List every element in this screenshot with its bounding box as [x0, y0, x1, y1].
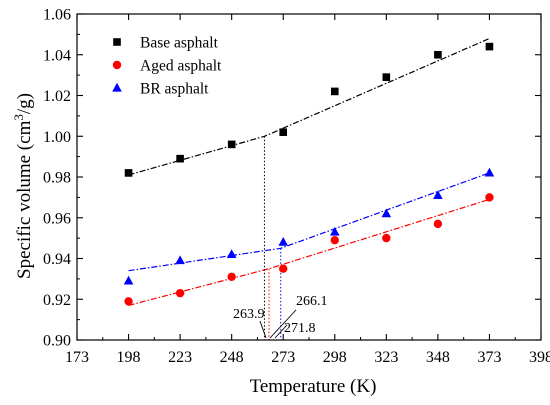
- x-tick-label: 298: [323, 349, 347, 366]
- transition-drop-lines: [263, 136, 282, 340]
- legend-label: Base asphalt: [140, 35, 219, 52]
- data-point: [175, 255, 185, 265]
- transition-label: 263.9: [233, 307, 265, 322]
- legend-marker: [112, 60, 122, 70]
- y-axis-title-end: /g): [14, 93, 35, 114]
- legend-label: BR asphalt: [140, 81, 209, 98]
- data-point: [381, 208, 392, 218]
- legend: Base asphalt Aged asphalt BR asphalt: [112, 35, 222, 98]
- data-point: [433, 190, 443, 199]
- data-point: [330, 87, 339, 96]
- y-axis-title-superscript: 3: [11, 114, 26, 121]
- data-markers: [123, 42, 495, 306]
- data-point: [433, 219, 443, 229]
- legend-marker: [113, 38, 121, 46]
- data-point: [279, 128, 288, 136]
- y-tick-label: 0.96: [43, 210, 71, 227]
- transition-label: 266.1: [296, 294, 328, 309]
- data-point: [484, 167, 495, 177]
- y-tick-label: 0.98: [43, 170, 71, 187]
- data-point: [175, 288, 185, 298]
- x-axis-title: Temperature (K): [250, 376, 377, 397]
- x-tick-label: 398: [529, 349, 550, 366]
- data-point: [227, 272, 236, 282]
- x-tick-label: 273: [271, 349, 295, 366]
- y-tick-label: 1.02: [43, 88, 71, 105]
- data-point: [382, 73, 391, 81]
- annotation-pointer: [269, 309, 297, 339]
- legend-label: Aged asphalt: [140, 58, 222, 75]
- axes: 173 198 223 248 273 298 323 348 373 398 0.90 0.92 0.…: [43, 7, 550, 367]
- data-point: [124, 169, 133, 177]
- y-tick-label: 1.04: [43, 47, 71, 64]
- data-point: [330, 235, 339, 245]
- data-point: [382, 233, 391, 243]
- y-axis-title: Specific volume (cm3/g): [11, 93, 35, 279]
- data-point: [124, 297, 133, 306]
- y-tick-label: 0.92: [43, 292, 71, 309]
- data-point: [123, 275, 134, 285]
- data-point: [485, 42, 494, 51]
- data-point: [434, 50, 442, 59]
- y-tick-label: 0.94: [43, 251, 71, 268]
- fit-line: [128, 198, 490, 306]
- x-tick-label: 348: [426, 349, 450, 366]
- annotation-pointer: [259, 320, 267, 339]
- y-tick-label: 1.06: [43, 7, 71, 24]
- y-tick-label: 0.90: [43, 333, 71, 350]
- data-point: [278, 237, 289, 246]
- x-tick-label: 248: [220, 349, 244, 366]
- x-tick-label: 323: [374, 349, 398, 366]
- data-point: [227, 140, 236, 149]
- annotation-pointer: [274, 324, 288, 339]
- legend-marker: [112, 82, 122, 92]
- transition-annotations: 263.9 266.1 271.8: [233, 294, 328, 339]
- x-tick-label: 198: [117, 349, 141, 366]
- transition-label: 271.8: [284, 321, 316, 336]
- data-point: [329, 226, 340, 236]
- data-point: [485, 193, 494, 202]
- y-axis-title-main: Specific volume (cm: [14, 120, 35, 279]
- x-tick-label: 223: [168, 349, 192, 366]
- data-point: [226, 249, 237, 259]
- y-tick-label: 1.00: [43, 129, 71, 146]
- x-tick-label: 173: [65, 349, 89, 366]
- data-point: [176, 154, 184, 163]
- data-point: [279, 264, 288, 273]
- x-tick-label: 373: [477, 349, 501, 366]
